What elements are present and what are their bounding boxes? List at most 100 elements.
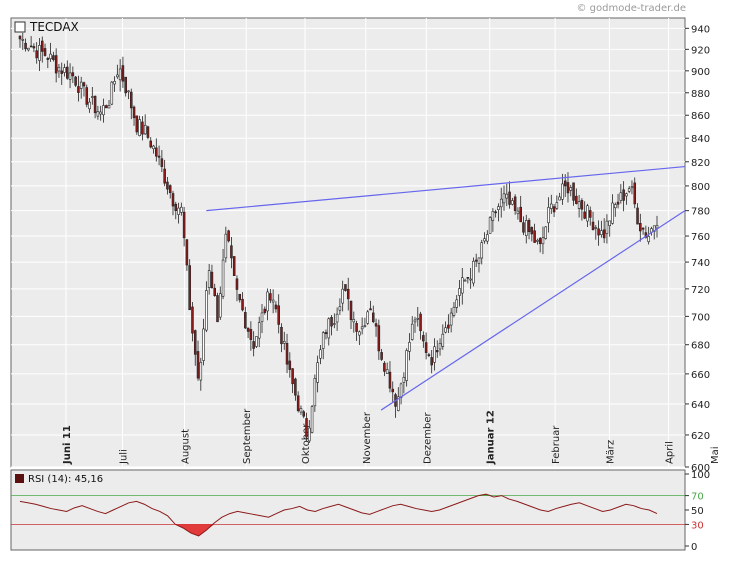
candle-body [127, 90, 130, 93]
candle-body [524, 220, 528, 236]
candle-body [547, 207, 550, 224]
price-y-tick-label: 720 [691, 285, 710, 296]
candle-body [639, 223, 642, 232]
candle-body [288, 360, 292, 370]
candle-body [369, 308, 372, 311]
candle-body [374, 323, 378, 327]
price-y-tick-label: 700 [691, 312, 710, 323]
candle-body [54, 55, 58, 74]
candle-body [38, 45, 41, 61]
candle-body [202, 328, 205, 361]
candle-body [397, 396, 400, 411]
candle-body [32, 46, 36, 49]
price-candles [18, 32, 659, 443]
candle-body [416, 317, 420, 320]
price-x-tick-label: Mai [710, 446, 721, 464]
rsi-y-tick-label: 100 [691, 470, 710, 481]
candle-body [586, 205, 589, 222]
candle-body [566, 182, 570, 194]
price-x-tick-label: Januar 12 [486, 410, 497, 465]
candle-body [294, 378, 297, 396]
price-y-tick-label: 660 [691, 370, 710, 381]
candle-body [274, 304, 278, 310]
candle-body [335, 313, 339, 323]
candle-body [255, 336, 258, 347]
candle-body [252, 341, 255, 349]
candle-body [463, 279, 467, 282]
candle-body [588, 210, 592, 218]
candle-body [530, 227, 534, 235]
price-trendlines [206, 165, 686, 411]
candle-body [43, 48, 47, 56]
candle-body [46, 58, 50, 60]
rsi-grid [11, 495, 685, 525]
candle-body [224, 233, 228, 259]
candle-body [380, 352, 383, 360]
candle-body [360, 326, 364, 330]
candle-body [24, 42, 27, 50]
candle-body [630, 186, 634, 189]
price-x-tick-label: Juli [118, 449, 129, 465]
candle-body [405, 350, 408, 381]
candle-body [363, 325, 367, 327]
candle-body [371, 312, 375, 323]
candle-body [263, 308, 267, 313]
price-y-tick-label: 760 [691, 232, 710, 243]
candle-body [513, 196, 517, 211]
candle-body [205, 290, 208, 331]
candle-body [63, 67, 66, 73]
candle-body [344, 284, 347, 291]
candle-body [455, 299, 458, 308]
candle-body [260, 312, 264, 323]
candle-body [121, 65, 125, 82]
candle-body [235, 278, 239, 290]
trendline [206, 165, 686, 212]
candle-body [27, 47, 30, 51]
candle-body [238, 293, 242, 301]
candle-body [52, 55, 55, 60]
price-x-tick-label: Juni 11 [62, 425, 73, 465]
candle-body [636, 207, 639, 225]
candle-body [522, 222, 525, 233]
price-y-tick-label: 880 [691, 89, 710, 100]
candle-body [505, 193, 509, 199]
rsi-y-tick-label: 0 [691, 542, 697, 553]
candle-body [577, 201, 581, 209]
candle-body [527, 219, 531, 233]
candle-body [327, 318, 331, 339]
candle-body [249, 329, 253, 340]
candle-body [188, 265, 191, 311]
candle-body [399, 383, 403, 398]
candle-body [552, 206, 556, 213]
candle-body [433, 346, 436, 363]
price-y-tick-label: 620 [691, 431, 710, 442]
candle-body [627, 188, 631, 192]
candle-body [625, 193, 628, 197]
candle-body [185, 239, 189, 266]
candle-body [299, 408, 303, 413]
price-x-tick-label: August [180, 429, 191, 464]
price-y-tick-label: 840 [691, 134, 710, 145]
candle-body [622, 189, 625, 201]
price-y-tick-label: 740 [691, 258, 710, 269]
rsi-chart-title: RSI (14): 45,16 [28, 474, 103, 485]
trendline [380, 210, 686, 411]
candle-body [135, 115, 139, 133]
candle-body [502, 193, 506, 204]
candle-body [79, 81, 83, 89]
candle-body [82, 82, 86, 87]
candle-body [149, 140, 153, 148]
candle-body [310, 406, 314, 433]
candle-body [466, 277, 470, 279]
price-chart-title: TECDAX [29, 20, 79, 34]
candle-body [338, 306, 342, 311]
candle-body [174, 203, 178, 211]
candle-body [66, 66, 69, 79]
candle-body [619, 192, 623, 201]
price-y-axis: 600 620 640 660 680 700 720 740 760 780 800 820 840 8… [685, 24, 710, 474]
candle-body [266, 291, 269, 312]
candle-body [441, 333, 445, 347]
rsi-chart: 0 30 50 70 100 RSI (14): 45,16 [10, 469, 710, 553]
candle-body [508, 191, 511, 205]
